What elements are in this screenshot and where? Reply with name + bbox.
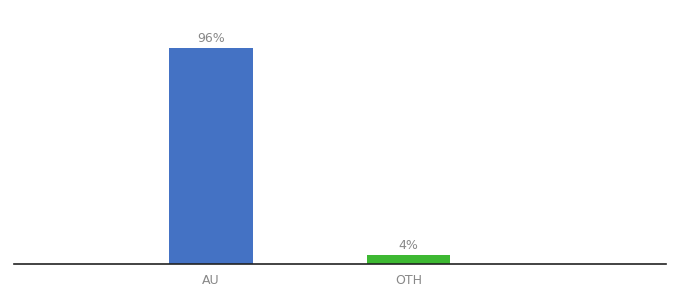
Bar [367, 255, 450, 264]
Text: 4%: 4% [398, 238, 418, 252]
Text: 96%: 96% [197, 32, 225, 45]
Bar [169, 48, 253, 264]
